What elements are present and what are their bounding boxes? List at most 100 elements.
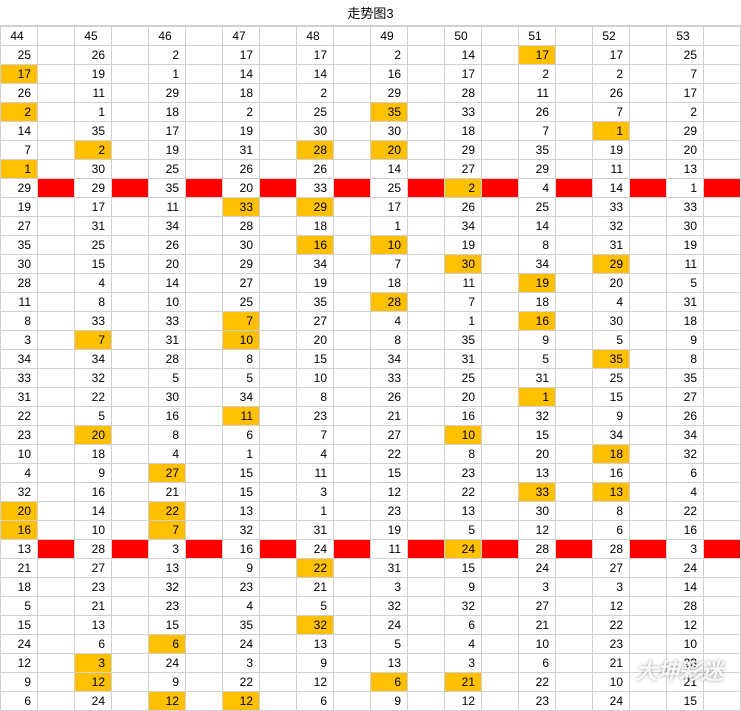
cell-gap [556, 483, 593, 502]
table-cell: 27 [75, 559, 112, 578]
cell-gap [482, 559, 519, 578]
cell-gap [38, 369, 75, 388]
cell-gap [482, 616, 519, 635]
table-cell: 31 [445, 350, 482, 369]
cell-gap [334, 597, 371, 616]
cell-gap [186, 540, 223, 559]
table-cell: 23 [667, 654, 704, 673]
table-cell: 2 [223, 103, 260, 122]
column-header: 45 [75, 27, 112, 46]
cell-gap [630, 616, 667, 635]
cell-gap [260, 464, 297, 483]
cell-gap [334, 350, 371, 369]
table-cell: 1 [297, 502, 334, 521]
cell-gap [334, 46, 371, 65]
table-cell: 11 [667, 255, 704, 274]
cell-gap [334, 692, 371, 711]
cell-gap [38, 578, 75, 597]
table-row: 2611291822928112617 [1, 84, 741, 103]
table-cell: 30 [519, 502, 556, 521]
cell-gap [556, 160, 593, 179]
table-cell: 21 [667, 673, 704, 692]
table-cell: 14 [667, 578, 704, 597]
table-row: 52123453232271228 [1, 597, 741, 616]
table-cell: 20 [1, 502, 38, 521]
table-cell: 30 [593, 312, 630, 331]
cell-gap [704, 540, 741, 559]
table-cell: 28 [519, 540, 556, 559]
table-cell: 15 [223, 464, 260, 483]
table-cell: 15 [519, 426, 556, 445]
table-cell: 3 [445, 654, 482, 673]
table-cell: 26 [593, 84, 630, 103]
table-cell: 24 [75, 692, 112, 711]
cell-gap [260, 369, 297, 388]
cell-gap [408, 388, 445, 407]
table-cell: 5 [445, 521, 482, 540]
cell-gap [38, 616, 75, 635]
cell-gap [408, 46, 445, 65]
table-cell: 10 [1, 445, 38, 464]
column-gap [186, 27, 223, 46]
cell-gap [334, 369, 371, 388]
table-cell: 15 [1, 616, 38, 635]
cell-gap [408, 369, 445, 388]
table-cell: 20 [149, 255, 186, 274]
table-row: 49271511152313166 [1, 464, 741, 483]
cell-gap [630, 483, 667, 502]
table-cell: 32 [519, 407, 556, 426]
cell-gap [482, 65, 519, 84]
table-cell: 19 [1, 198, 38, 217]
cell-gap [482, 350, 519, 369]
cell-gap [630, 122, 667, 141]
cell-gap [186, 673, 223, 692]
table-cell: 30 [149, 388, 186, 407]
cell-gap [334, 559, 371, 578]
table-cell: 8 [149, 426, 186, 445]
table-cell: 26 [667, 407, 704, 426]
cell-gap [112, 312, 149, 331]
cell-gap [482, 331, 519, 350]
table-cell: 28 [223, 217, 260, 236]
cell-gap [482, 464, 519, 483]
cell-gap [186, 521, 223, 540]
cell-gap [186, 293, 223, 312]
cell-gap [482, 483, 519, 502]
table-cell: 30 [445, 255, 482, 274]
table-cell: 25 [371, 179, 408, 198]
cell-gap [112, 255, 149, 274]
table-cell: 4 [75, 274, 112, 293]
table-cell: 12 [667, 616, 704, 635]
table-cell: 31 [149, 331, 186, 350]
cell-gap [704, 635, 741, 654]
table-cell: 22 [593, 616, 630, 635]
table-cell: 14 [223, 65, 260, 84]
table-cell: 7 [297, 426, 334, 445]
table-cell: 35 [297, 293, 334, 312]
cell-gap [630, 46, 667, 65]
cell-gap [704, 578, 741, 597]
table-row: 3015202934730342911 [1, 255, 741, 274]
table-cell: 26 [371, 388, 408, 407]
cell-gap [260, 578, 297, 597]
cell-gap [630, 65, 667, 84]
table-cell: 16 [519, 312, 556, 331]
table-cell: 11 [149, 198, 186, 217]
cell-gap [704, 483, 741, 502]
cell-gap [112, 217, 149, 236]
cell-gap [38, 198, 75, 217]
table-cell: 17 [445, 65, 482, 84]
chart-title: 走势图3 [0, 0, 741, 26]
cell-gap [186, 635, 223, 654]
cell-gap [408, 331, 445, 350]
table-cell: 34 [593, 426, 630, 445]
table-cell: 9 [1, 673, 38, 692]
cell-gap [482, 122, 519, 141]
table-cell: 21 [297, 578, 334, 597]
table-cell: 17 [519, 46, 556, 65]
table-cell: 2 [445, 179, 482, 198]
table-cell: 15 [297, 350, 334, 369]
table-cell: 10 [519, 635, 556, 654]
table-cell: 6 [371, 673, 408, 692]
table-row: 312230348262011527 [1, 388, 741, 407]
